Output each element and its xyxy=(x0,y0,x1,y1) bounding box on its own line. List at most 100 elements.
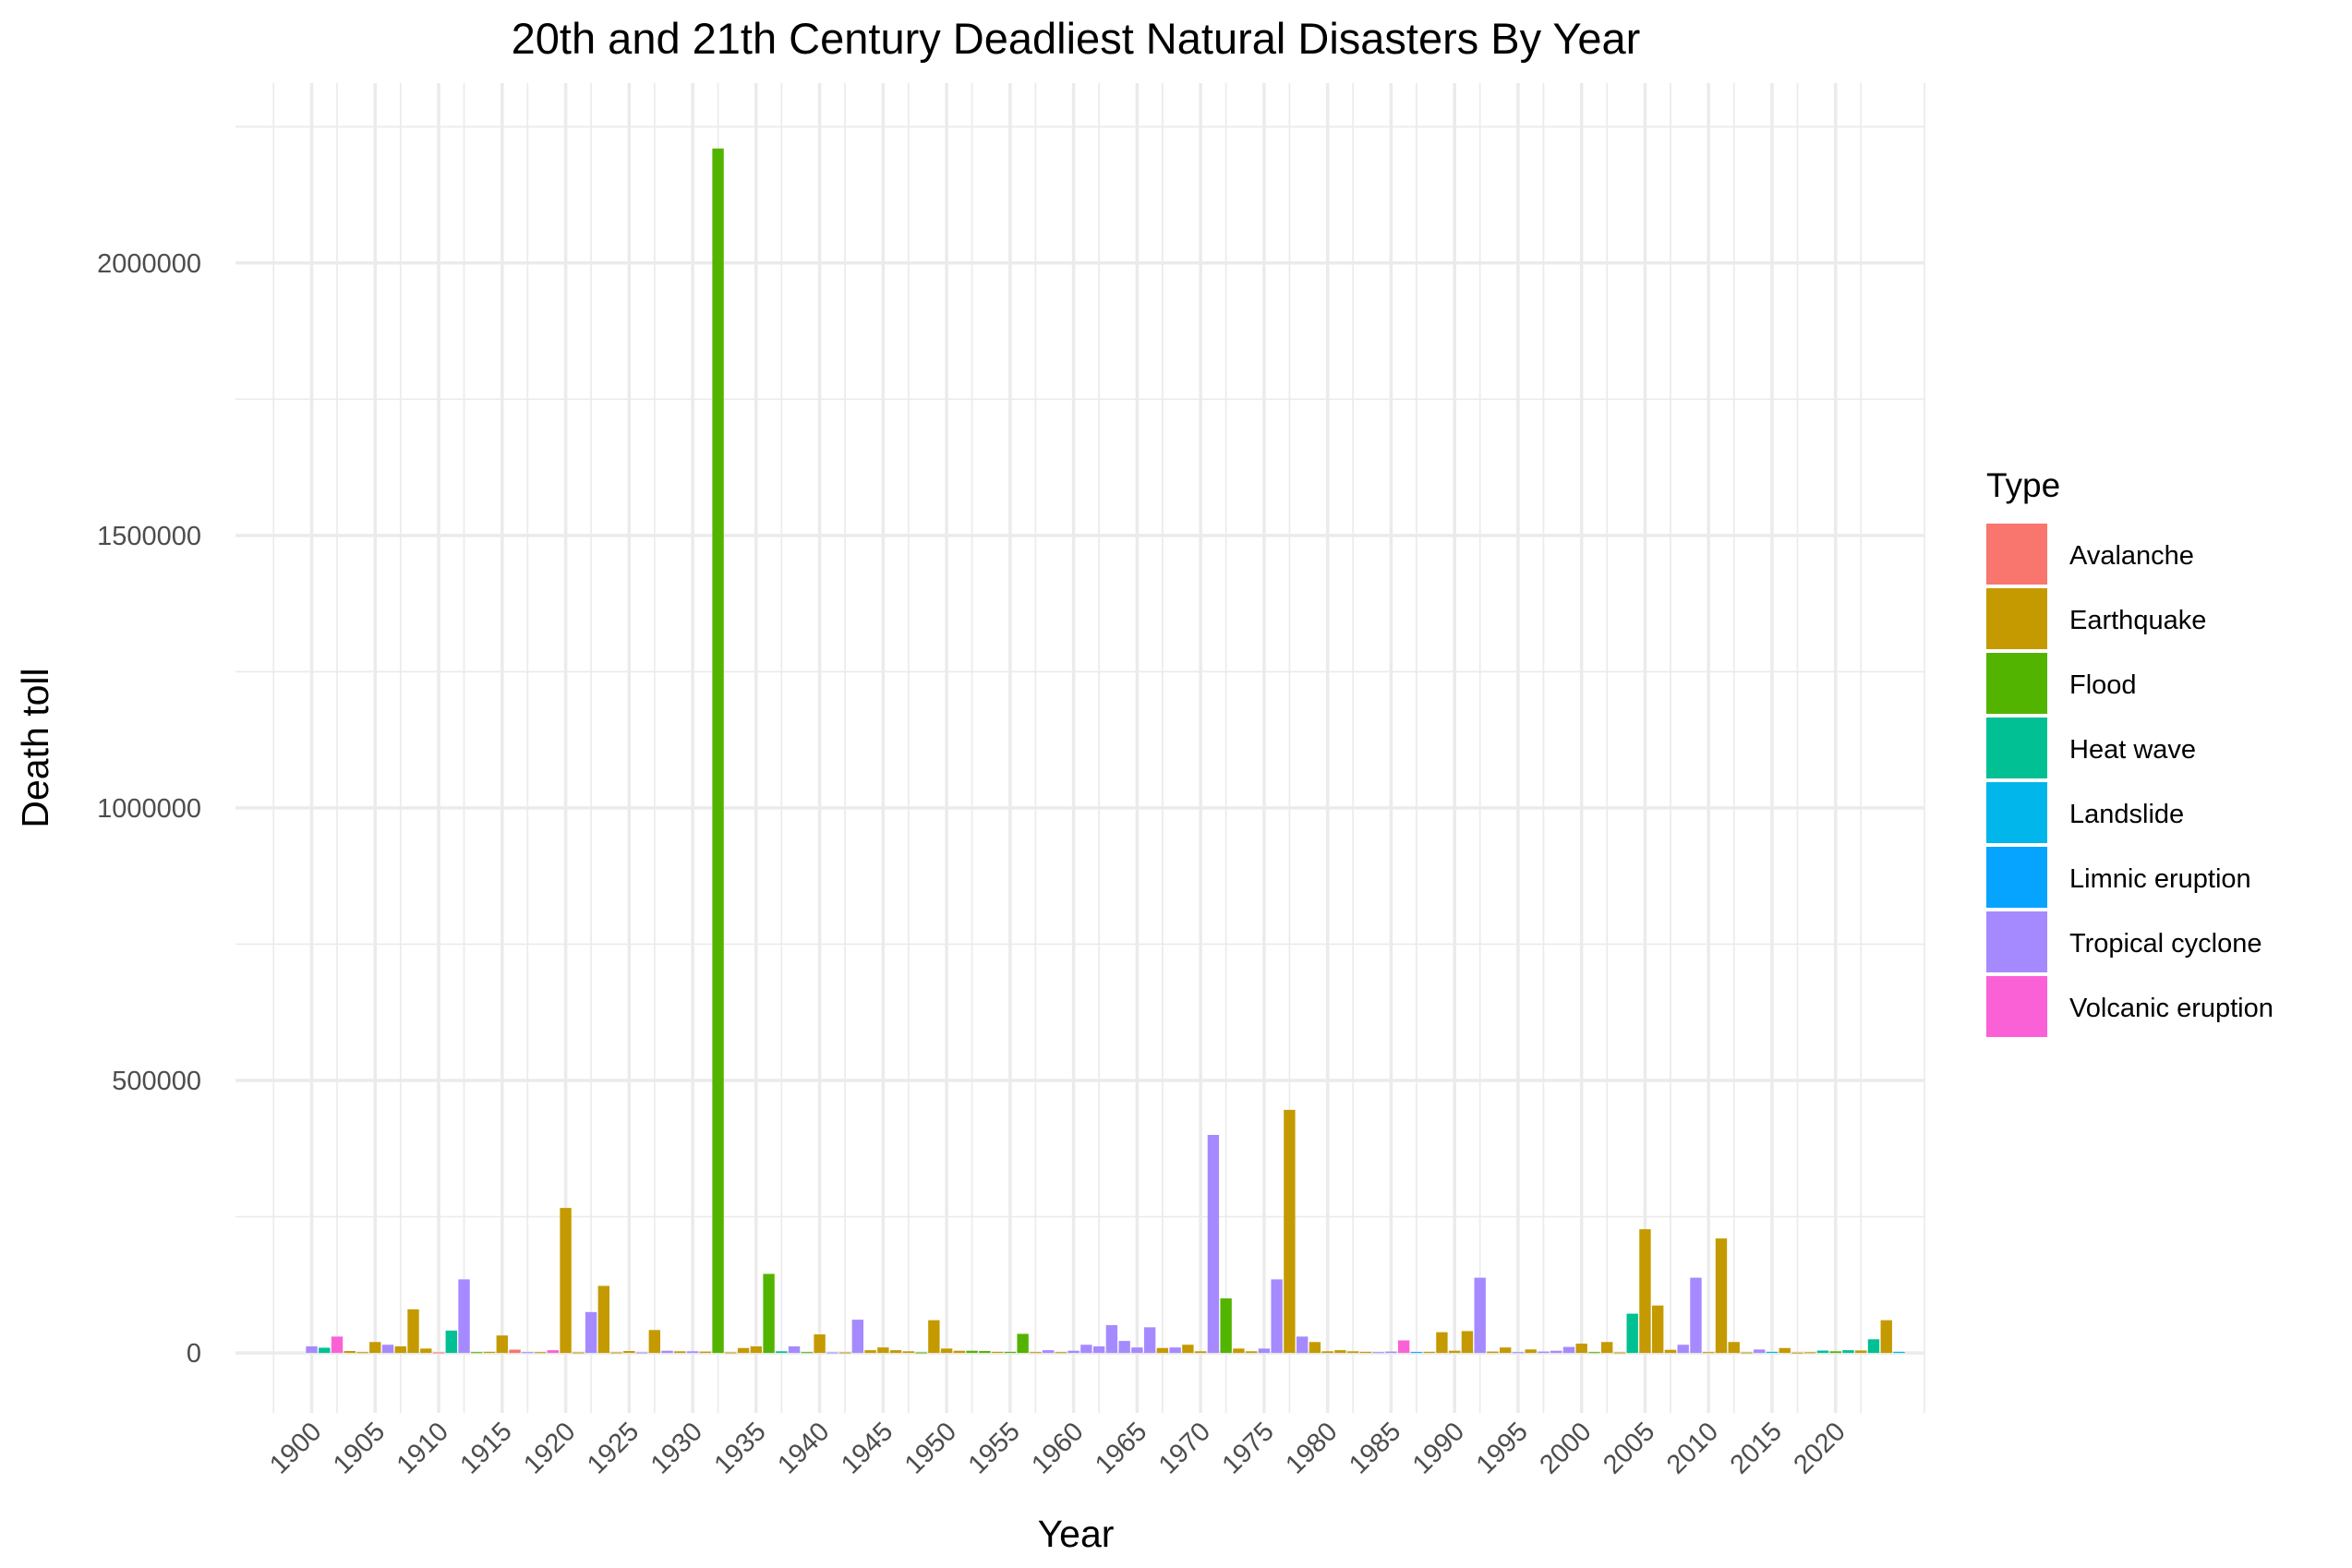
legend: Type Avalanche Earthquake Flood Heat wave La… xyxy=(1986,466,2274,1037)
y-tick-label: 1500000 xyxy=(97,522,201,551)
bar-2013-earthquake xyxy=(1741,1352,1753,1354)
legend-label: Earthquake xyxy=(2069,606,2206,635)
bar-1903-earthquake xyxy=(344,1351,356,1354)
bar-1952-flood xyxy=(966,1350,978,1354)
bar-1902-volcanic-eruption xyxy=(331,1336,344,1354)
bar-2024-earthquake xyxy=(1880,1320,1892,1354)
bar-1981-earthquake xyxy=(1334,1350,1346,1354)
bar-1990-earthquake xyxy=(1448,1350,1461,1354)
bar-1975-tropical-cyclone xyxy=(1258,1348,1271,1354)
bar-1918-earthquake xyxy=(534,1352,547,1354)
bar-1960-tropical-cyclone xyxy=(1067,1350,1080,1354)
bar-2007-earthquake xyxy=(1664,1349,1677,1354)
bar-1935-earthquake xyxy=(750,1346,763,1354)
bar-2001-flood xyxy=(1588,1352,1600,1354)
bar-2019-heat-wave xyxy=(1816,1350,1829,1354)
legend-items: Avalanche Earthquake Flood Heat wave Landsli… xyxy=(1986,524,2274,1037)
legend-title: Type xyxy=(1986,466,2060,504)
bar-1963-tropical-cyclone xyxy=(1105,1324,1118,1354)
bar-2012-earthquake xyxy=(1728,1342,1740,1354)
bar-1969-earthquake xyxy=(1182,1345,1194,1354)
bar-2014-tropical-cyclone xyxy=(1754,1349,1766,1354)
legend-label: Avalanche xyxy=(2069,541,2194,571)
bar-1936-flood xyxy=(763,1273,775,1354)
y-tick-label: 0 xyxy=(187,1339,201,1369)
bar-1931-earthquake xyxy=(699,1351,712,1354)
bar-1948-flood xyxy=(915,1352,927,1354)
bar-1958-tropical-cyclone xyxy=(1042,1350,1055,1354)
bar-1945-earthquake xyxy=(877,1347,889,1354)
bar-1983-earthquake xyxy=(1359,1351,1372,1354)
bar-1943-tropical-cyclone xyxy=(851,1320,864,1354)
chart-title: 20th and 21th Century Deadliest Natural … xyxy=(512,14,1641,63)
bar-1999-tropical-cyclone xyxy=(1562,1346,1575,1354)
bar-1900-tropical-cyclone xyxy=(306,1346,318,1354)
bar-1926-tropical-cyclone xyxy=(635,1352,648,1354)
bar-1909-earthquake xyxy=(420,1348,432,1354)
bar-1976-tropical-cyclone xyxy=(1271,1279,1283,1354)
bar-1988-earthquake xyxy=(1423,1351,1435,1354)
bar-1956-flood xyxy=(1017,1333,1029,1354)
bar-1914-earthquake xyxy=(483,1351,496,1354)
bar-1998-tropical-cyclone xyxy=(1550,1350,1562,1354)
bar-1939-flood xyxy=(801,1352,814,1354)
bar-1905-earthquake xyxy=(369,1342,381,1354)
legend-label: Volcanic eruption xyxy=(2069,994,2274,1023)
x-axis-title: Year xyxy=(1038,1513,1115,1555)
bar-1908-earthquake xyxy=(407,1309,419,1354)
bar-1925-earthquake xyxy=(623,1351,635,1354)
bar-1933-earthquake xyxy=(725,1352,737,1354)
bar-1937-heat-wave xyxy=(776,1351,788,1354)
bar-1982-earthquake xyxy=(1346,1351,1359,1354)
bar-1974-earthquake xyxy=(1245,1351,1258,1354)
bars xyxy=(306,148,1905,1354)
legend-label: Limnic eruption xyxy=(2069,864,2251,894)
bar-1929-earthquake xyxy=(674,1351,686,1354)
bar-1916-avalanche xyxy=(509,1349,521,1354)
bar-1993-earthquake xyxy=(1487,1351,1499,1354)
bar-1932-flood xyxy=(712,148,724,1354)
bar-2018-earthquake xyxy=(1804,1352,1816,1354)
bar-1984-tropical-cyclone xyxy=(1372,1352,1384,1354)
bar-2009-tropical-cyclone xyxy=(1690,1277,1702,1354)
y-tick-labels: 0 500000 1000000 1500000 2000000 xyxy=(97,249,201,1369)
bar-2010-earthquake xyxy=(1703,1352,1715,1354)
bar-1987-limnic-eruption xyxy=(1410,1352,1423,1354)
bar-2006-earthquake xyxy=(1652,1305,1664,1354)
bar-1961-tropical-cyclone xyxy=(1080,1345,1092,1354)
bar-2020-flood xyxy=(1829,1351,1841,1354)
bar-2005-earthquake xyxy=(1639,1229,1651,1354)
bar-2004-heat-wave xyxy=(1626,1313,1638,1354)
bar-1965-tropical-cyclone xyxy=(1131,1347,1143,1354)
bar-1940-earthquake xyxy=(814,1334,826,1354)
bar-1934-earthquake xyxy=(737,1347,750,1354)
bar-2011-earthquake xyxy=(1715,1238,1728,1354)
bar-1924-earthquake xyxy=(610,1352,622,1354)
bar-1904-earthquake xyxy=(356,1352,368,1354)
bar-1996-earthquake xyxy=(1525,1349,1537,1354)
bar-1962-tropical-cyclone xyxy=(1092,1346,1105,1354)
legend-swatch-volcanic-eruption xyxy=(1986,976,2047,1037)
bar-1967-earthquake xyxy=(1156,1347,1169,1354)
bar-1928-tropical-cyclone xyxy=(661,1350,673,1354)
bar-1907-earthquake xyxy=(394,1346,406,1354)
bar-1971-tropical-cyclone xyxy=(1207,1135,1220,1354)
bar-1973-earthquake xyxy=(1233,1348,1245,1354)
legend-label: Landslide xyxy=(2069,800,2184,829)
bar-1986-volcanic-eruption xyxy=(1397,1340,1410,1354)
bar-2000-earthquake xyxy=(1575,1344,1587,1354)
y-tick-label: 1000000 xyxy=(97,794,201,824)
bar-1911-heat-wave xyxy=(445,1330,457,1354)
bar-1955-flood xyxy=(1004,1351,1017,1354)
bar-2017-earthquake xyxy=(1791,1352,1803,1354)
legend-swatch-limnic-eruption xyxy=(1986,847,2047,908)
bar-1957-earthquake xyxy=(1030,1352,1042,1354)
y-tick-label: 500000 xyxy=(112,1067,201,1096)
bar-1913-flood xyxy=(471,1352,483,1354)
bar-1953-flood xyxy=(979,1351,991,1354)
legend-swatch-earthquake xyxy=(1986,588,2047,649)
bar-2002-earthquake xyxy=(1601,1342,1613,1354)
legend-swatch-avalanche xyxy=(1986,524,2047,585)
